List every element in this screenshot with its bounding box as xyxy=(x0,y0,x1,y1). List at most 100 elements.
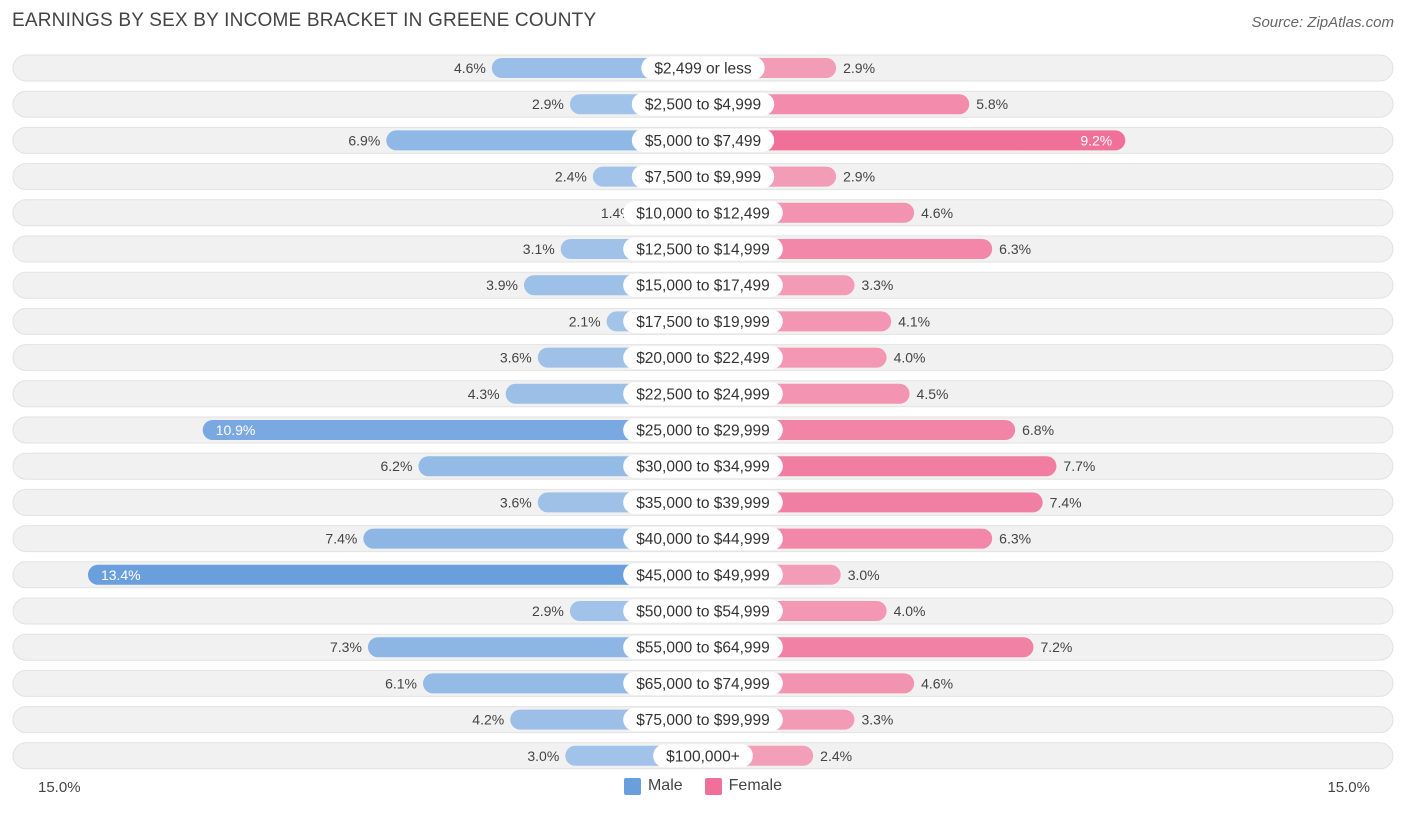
bar-row: 1.4% 4.6%$10,000 to $12,499 xyxy=(12,199,1394,227)
bar-row: 2.4% 2.9% $7,500 to $9,999 xyxy=(12,163,1394,191)
female-value-label: 3.3% xyxy=(861,277,893,293)
female-value-label: 7.2% xyxy=(1040,639,1072,655)
male-bar xyxy=(386,130,703,151)
male-value-label: 4.6% xyxy=(454,60,486,76)
bar-row: 3.6% 4.0% $20,000 to $22,499 xyxy=(12,344,1394,372)
female-value-label: 2.9% xyxy=(843,60,875,76)
female-bar xyxy=(703,456,1057,477)
category-pill xyxy=(623,201,783,225)
bar-row: 6.9% 9.2% $5,000 to $7,499 xyxy=(12,126,1394,154)
legend-female-label: Female xyxy=(728,777,783,794)
legend-item-male[interactable]: Male xyxy=(623,777,683,795)
female-value-label: 4.0% xyxy=(894,350,926,366)
male-bar xyxy=(87,564,703,585)
category-pill xyxy=(631,92,775,116)
category-label: $2,500 to $4,999 xyxy=(645,97,761,114)
category-pill xyxy=(623,418,783,442)
source-label: Source: ZipAtlas.com xyxy=(1251,14,1394,31)
chart-title: EARNINGS BY SEX BY INCOME BRACKET IN GRE… xyxy=(12,10,597,31)
axis-right-label: 15.0% xyxy=(1327,779,1370,796)
category-pill xyxy=(623,309,783,333)
bar-row: 7.3% 7.2% $55,000 to $64,999 xyxy=(12,633,1394,661)
male-value-label: 6.1% xyxy=(385,675,417,691)
bar-row: 2.9% 5.8% $2,500 to $4,999 xyxy=(12,90,1394,118)
category-label: $2,499 or less xyxy=(654,61,752,78)
category-label: $20,000 to $22,499 xyxy=(636,350,770,367)
male-swatch xyxy=(623,777,641,795)
chart-area: 4.6% 2.9% $2,499 or less 2.9% 5.8% $2,500 to … xyxy=(12,54,1394,770)
female-value-label: 7.4% xyxy=(1050,494,1082,510)
female-value-label: 7.7% xyxy=(1063,458,1095,474)
legend-male-label: Male xyxy=(647,777,683,794)
category-pill xyxy=(631,128,775,152)
bar-row: 4.2% 3.3% $75,000 to $99,999 xyxy=(12,706,1394,734)
legend: Male Female xyxy=(0,777,1406,795)
female-bar xyxy=(703,637,1034,658)
category-label: $12,500 to $14,999 xyxy=(636,242,770,259)
male-value-label: 3.6% xyxy=(500,350,532,366)
bar-row: 7.4% 6.3% $40,000 to $44,999 xyxy=(12,525,1394,553)
male-bar xyxy=(202,420,703,440)
female-value-label: 6.8% xyxy=(1022,422,1054,438)
female-value-label: 2.9% xyxy=(843,169,875,185)
category-label: $15,000 to $17,499 xyxy=(636,278,770,295)
category-label: $40,000 to $44,999 xyxy=(636,531,770,548)
axis-left-label: 15.0% xyxy=(38,779,81,796)
female-value-label: 2.4% xyxy=(820,748,852,764)
category-label: $30,000 to $34,999 xyxy=(636,459,770,476)
category-pill xyxy=(623,454,783,478)
category-label: $25,000 to $29,999 xyxy=(636,423,770,440)
category-pill xyxy=(623,708,783,732)
male-value-label: 7.3% xyxy=(330,639,362,655)
female-bar xyxy=(703,492,1043,513)
category-label: $75,000 to $99,999 xyxy=(636,712,770,729)
category-pill xyxy=(623,382,783,406)
category-pill xyxy=(623,635,783,659)
female-value-label: 6.3% xyxy=(999,531,1031,547)
bar-row: 2.9% 4.0% $50,000 to $54,999 xyxy=(12,597,1394,625)
bar-row: 13.4% 3.0% $45,000 to $49,999 xyxy=(12,561,1394,589)
category-pill xyxy=(631,165,775,189)
category-label: $10,000 to $12,499 xyxy=(636,205,770,222)
male-value-label: 3.0% xyxy=(527,748,559,764)
category-label: $7,500 to $9,999 xyxy=(645,169,761,186)
female-value-label: 4.1% xyxy=(898,313,930,329)
bar-row: 4.6% 2.9% $2,499 or less xyxy=(12,54,1394,82)
male-value-label: 13.4% xyxy=(101,567,141,583)
male-value-label: 2.1% xyxy=(569,313,601,329)
male-value-label: 4.2% xyxy=(472,712,504,728)
female-value-label: 5.8% xyxy=(976,96,1008,112)
category-pill xyxy=(623,490,783,514)
female-value-label: 3.3% xyxy=(861,712,893,728)
male-value-label: 3.9% xyxy=(486,277,518,293)
male-value-label: 2.9% xyxy=(532,96,564,112)
category-label: $35,000 to $39,999 xyxy=(636,495,770,512)
female-value-label: 4.5% xyxy=(917,386,949,402)
bar-row: 4.3% 4.5% $22,500 to $24,999 xyxy=(12,380,1394,408)
male-value-label: 7.4% xyxy=(325,531,357,547)
male-value-label: 10.9% xyxy=(216,422,256,438)
category-pill xyxy=(623,671,783,695)
male-value-label: 4.3% xyxy=(468,386,500,402)
category-pill xyxy=(623,599,783,623)
bar-row: 3.9% 3.3% $15,000 to $17,499 xyxy=(12,271,1394,299)
female-value-label: 4.0% xyxy=(894,603,926,619)
bar-row: 6.2% 7.7% $30,000 to $34,999 xyxy=(12,452,1394,480)
category-label: $65,000 to $74,999 xyxy=(636,676,770,693)
category-pill xyxy=(641,56,765,80)
male-value-label: 2.4% xyxy=(555,169,587,185)
male-value-label: 6.2% xyxy=(380,458,412,474)
male-value-label: 3.6% xyxy=(500,494,532,510)
bar-row: 2.1% 4.1% $17,500 to $19,999 xyxy=(12,307,1394,335)
category-label: $22,500 to $24,999 xyxy=(636,386,770,403)
category-pill xyxy=(623,237,783,261)
male-value-label: 2.9% xyxy=(532,603,564,619)
category-label: $45,000 to $49,999 xyxy=(636,567,770,584)
female-value-label: 4.6% xyxy=(921,205,953,221)
legend-item-female[interactable]: Female xyxy=(704,777,783,795)
bar-row: 3.6% 7.4% $35,000 to $39,999 xyxy=(12,488,1394,516)
female-swatch xyxy=(704,777,722,795)
male-value-label: 3.1% xyxy=(523,241,555,257)
bar-row: 3.1% 6.3% $12,500 to $14,999 xyxy=(12,235,1394,263)
category-pill xyxy=(623,273,783,297)
